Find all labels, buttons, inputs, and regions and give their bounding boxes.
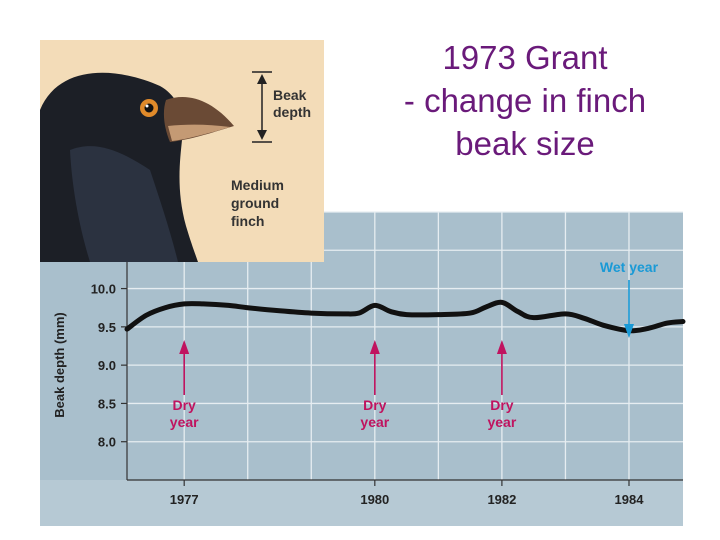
dry-year-label: Dry [490,397,514,413]
title-line-1: 1973 Grant [442,39,608,76]
y-tick-label: 8.0 [98,435,116,450]
bird-label-line-1: Medium [231,177,284,193]
x-tick-label: 1980 [360,492,389,507]
y-tick-label: 9.5 [98,320,116,335]
measure-label-line-1: Beak [273,87,307,103]
y-axis-label: Beak depth (mm) [52,312,67,417]
finch-feather-shade-icon [70,146,178,262]
dry-year-label: year [487,414,516,430]
title-line-2: - change in finch [403,82,647,119]
finch-eye-glint-icon [145,104,149,108]
chart-panel [40,212,683,526]
dry-year-arrow-icon [496,340,507,354]
bird-label-line-3: finch [231,213,264,229]
y-tick-label: 9.0 [98,358,116,373]
y-tick-label: 8.5 [98,396,116,411]
x-tick-label: 1984 [615,492,645,507]
measure-arrow-up-icon [257,74,267,84]
dry-year-label: year [170,414,199,430]
wet-year-arrow-icon [623,324,634,338]
bird-label-line-2: ground [231,195,279,211]
dry-year-label: year [360,414,389,430]
series-line-beak-depth [124,299,686,334]
wet-year-label: Wet year [600,259,659,275]
dry-year-arrow-icon [369,340,380,354]
x-tick-label: 1982 [487,492,516,507]
finch-inset: Beak depth Medium ground finch [40,40,324,262]
x-tick-label: 1977 [170,492,199,507]
y-tick-label: 10.0 [91,282,116,297]
dry-year-label: Dry [173,397,197,413]
dry-year-label: Dry [363,397,387,413]
x-axis-band [40,480,683,526]
dry-year-arrow-icon [179,340,190,354]
title-line-3: beak size [455,125,595,162]
finch-pupil-icon [144,103,154,113]
measure-label-line-2: depth [273,104,311,120]
finch-beak-highlight-icon [168,124,230,141]
slide-title: 1973 Grant - change in finch beak size [360,36,690,165]
measure-arrow-down-icon [257,130,267,140]
x-ticks: 1977 1980 1982 1984 [170,480,644,507]
